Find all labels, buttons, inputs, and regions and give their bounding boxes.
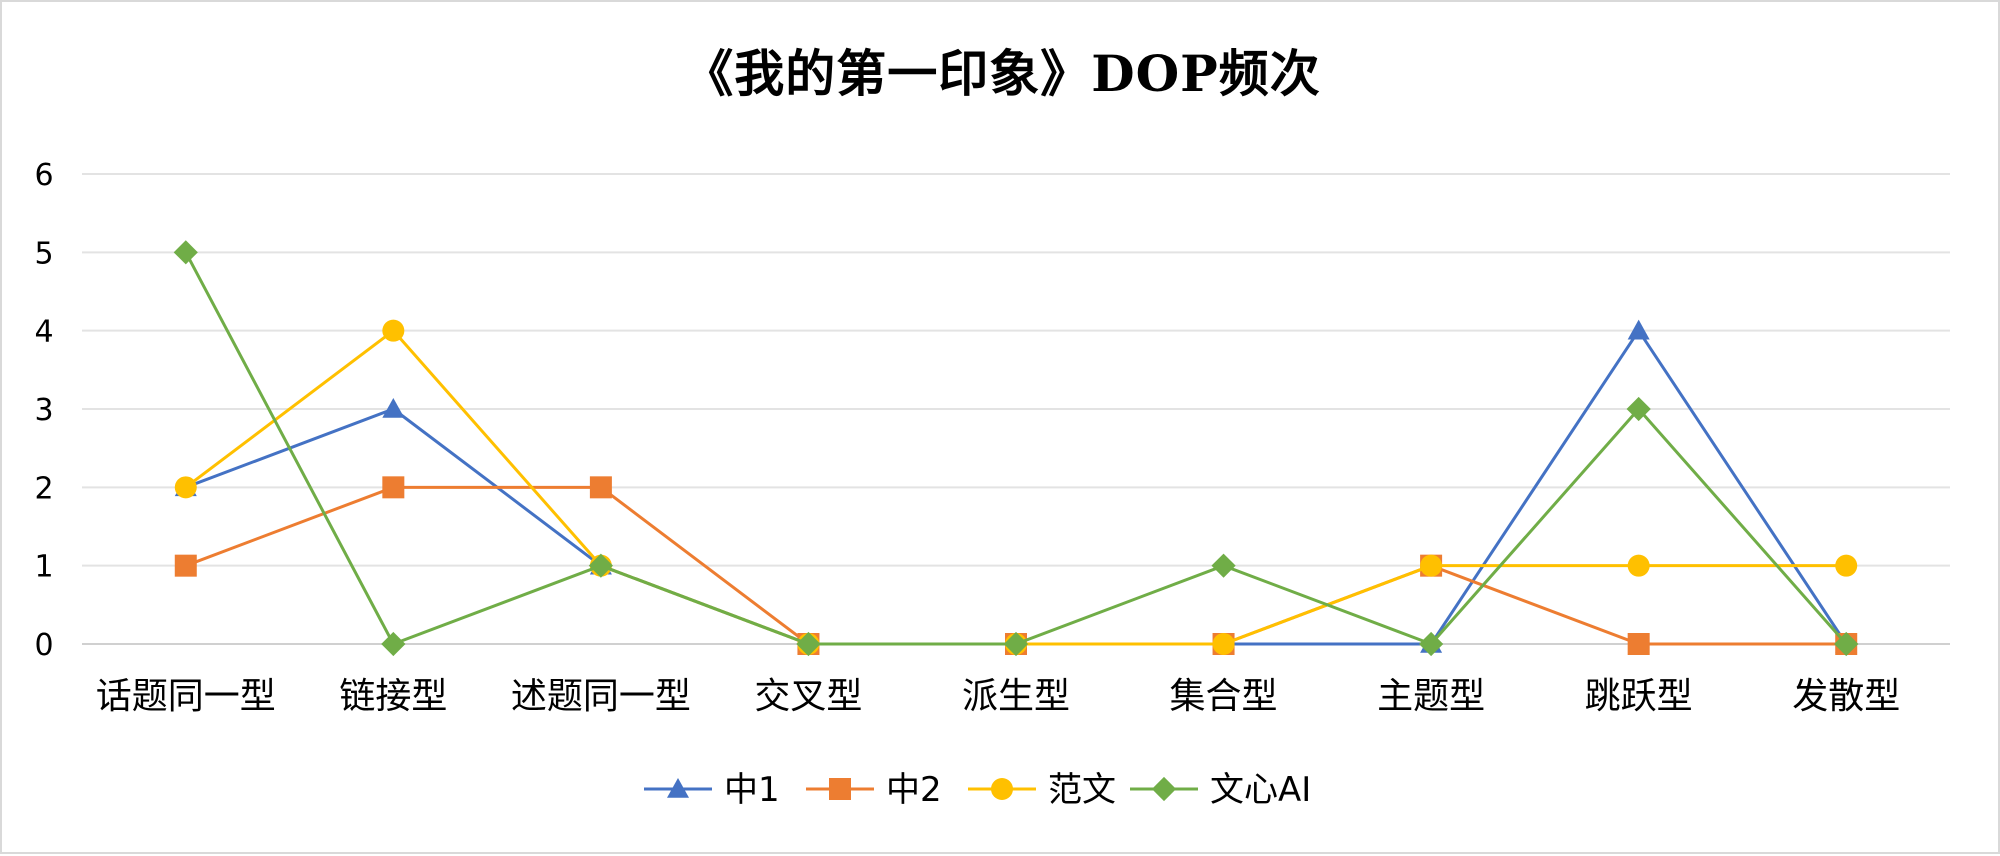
x-tick-label: 链接型 — [339, 676, 447, 717]
series-4 — [173, 240, 1859, 657]
data-point — [589, 476, 612, 499]
series-group — [173, 240, 1859, 657]
data-point — [1627, 633, 1650, 655]
data-point — [382, 319, 405, 342]
y-axis-ticks: 0 1 2 3 4 5 6 — [34, 158, 53, 663]
legend-label: 范文 — [1048, 770, 1116, 810]
series-line — [184, 251, 1848, 646]
data-point — [1419, 631, 1444, 657]
x-tick-label: 话题同一型 — [96, 676, 276, 717]
y-tick-label: 3 — [34, 393, 53, 428]
y-tick-label: 6 — [34, 158, 53, 193]
data-point — [174, 476, 197, 499]
data-point — [173, 240, 198, 265]
y-tick-label: 2 — [34, 471, 53, 506]
triangle-marker — [667, 778, 689, 798]
data-point — [1834, 631, 1859, 657]
data-point — [174, 554, 197, 577]
x-tick-label: 主题型 — [1377, 676, 1485, 717]
data-point — [382, 398, 405, 418]
diamond-marker — [1151, 776, 1177, 802]
legend: 中1 中2 范文 文心AI — [644, 770, 1311, 810]
x-tick-label: 派生型 — [962, 676, 1070, 717]
x-tick-label: 述题同一型 — [511, 676, 691, 717]
data-point — [382, 476, 405, 499]
data-point — [1212, 633, 1235, 655]
data-point — [381, 631, 406, 657]
data-point — [1627, 319, 1650, 340]
gridlines — [82, 173, 1950, 645]
legend-item: 文心AI — [1130, 770, 1311, 810]
circle-marker — [991, 778, 1013, 800]
legend-label: 文心AI — [1210, 770, 1311, 810]
y-tick-label: 0 — [34, 628, 53, 663]
data-point — [588, 553, 613, 578]
legend-item: 中2 — [806, 770, 942, 810]
y-tick-label: 5 — [34, 236, 53, 271]
data-point — [1835, 554, 1858, 577]
data-point — [1420, 554, 1443, 577]
x-tick-label: 发散型 — [1792, 676, 1900, 717]
legend-label: 中1 — [724, 770, 780, 810]
data-point — [1003, 631, 1029, 657]
y-tick-label: 1 — [34, 550, 53, 585]
y-tick-label: 4 — [34, 315, 53, 350]
data-point — [1211, 553, 1236, 578]
data-point — [1626, 396, 1651, 422]
data-point — [796, 631, 821, 657]
x-tick-label: 交叉型 — [754, 676, 862, 717]
x-tick-label: 跳跃型 — [1585, 676, 1693, 717]
legend-item: 范文 — [968, 770, 1116, 810]
chart-title: 《我的第一印象》DOP频次 — [683, 44, 1321, 103]
legend-item: 中1 — [644, 770, 780, 810]
x-tick-label: 集合型 — [1170, 676, 1278, 717]
data-point — [1627, 554, 1650, 577]
legend-label: 中2 — [886, 770, 942, 810]
square-marker — [829, 778, 851, 800]
x-axis-ticks: 话题同一型 链接型 述题同一型 交叉型 派生型 集合型 主题型 跳跃型 发散型 — [96, 676, 1900, 717]
